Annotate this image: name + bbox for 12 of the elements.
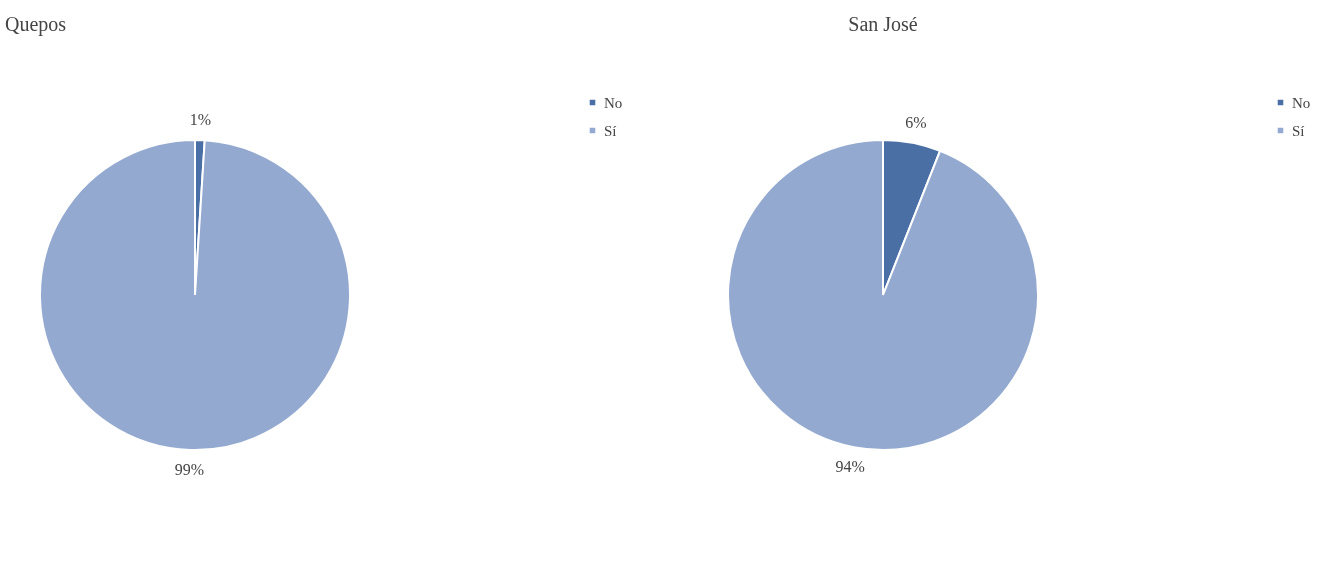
chart-title: Quepos	[5, 13, 67, 36]
pie-slice	[39, 139, 351, 451]
data-label: 6%	[905, 114, 927, 132]
legend-label: Sí	[1292, 122, 1305, 139]
legend-label: No	[604, 94, 623, 111]
data-label: 99%	[174, 460, 205, 478]
legend-label: Sí	[604, 122, 617, 139]
data-label: 94%	[835, 457, 865, 475]
data-label: 1%	[189, 111, 212, 129]
legend-label: No	[1292, 94, 1311, 111]
pie-slice	[727, 139, 1039, 451]
chart-title: San José	[848, 13, 918, 35]
